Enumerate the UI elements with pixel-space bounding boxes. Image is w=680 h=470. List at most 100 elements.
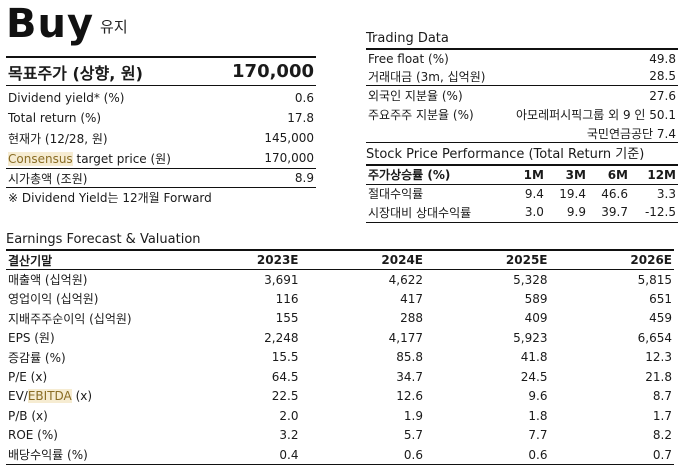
performance-cell: 절대수익률 bbox=[368, 187, 424, 202]
trading-value: 49.8 bbox=[649, 51, 676, 66]
earnings-cell: 459 bbox=[649, 311, 672, 326]
earnings-cell: 34.7 bbox=[396, 369, 423, 384]
trading-value: 아모레퍼시픽그룹 외 9 인 50.1 bbox=[515, 108, 676, 122]
earnings-cell: 0.6 bbox=[528, 447, 548, 462]
earnings-row-label: EV/EBITDA (x) bbox=[6, 387, 176, 407]
performance-cell: 39.7 bbox=[601, 205, 628, 220]
performance-table: 주가상승률 (%) 1M 3M 6M 12M 절대수익률 9.4 19.4 46… bbox=[366, 164, 678, 223]
rating-block: Buy 유지 bbox=[6, 2, 128, 46]
performance-cell: 3.3 bbox=[656, 186, 676, 201]
earnings-cell: 589 bbox=[524, 291, 548, 306]
earnings-row: EV/EBITDA (x) 22.5 12.6 9.6 8.7 bbox=[6, 387, 674, 407]
metric-value: 145,000 bbox=[264, 131, 314, 145]
performance-header: 3M bbox=[565, 167, 586, 182]
metric-label: 시가총액 (조원) bbox=[8, 171, 88, 186]
earnings-cell: 1.8 bbox=[528, 408, 548, 423]
earnings-cell: 417 bbox=[400, 291, 423, 306]
earnings-cell: 409 bbox=[524, 311, 548, 326]
metric-row-market-cap: 시가총액 (조원) 8.9 bbox=[6, 168, 316, 188]
trading-row: 주요주주 지분율 (%) 아모레퍼시픽그룹 외 9 인 50.1 bbox=[366, 105, 678, 124]
earnings-cell: 22.5 bbox=[271, 389, 299, 404]
trading-label: 거래대금 (3m, 십억원) bbox=[368, 69, 486, 84]
earnings-header: 결산기말 bbox=[8, 253, 53, 268]
trading-row: Free float (%) 49.8 bbox=[366, 48, 678, 67]
trading-label: Free float (%) bbox=[368, 51, 449, 66]
metric-row-consensus: Consensus target price (원) 170,000 bbox=[6, 148, 316, 168]
earnings-row: 매출액 (십억원) 3,691 4,622 5,328 5,815 bbox=[6, 270, 674, 290]
metric-value: 17.8 bbox=[287, 111, 314, 125]
performance-cell: 9.4 bbox=[524, 186, 544, 201]
performance-cell: 19.4 bbox=[559, 186, 586, 201]
earnings-cell: 155 bbox=[275, 311, 299, 326]
metric-value: 8.9 bbox=[294, 171, 314, 185]
earnings-cell: 5,923 bbox=[513, 330, 548, 345]
dividend-note: ※ Dividend Yield는 12개월 Forward bbox=[8, 191, 212, 205]
earnings-cell: 4,622 bbox=[388, 272, 423, 287]
earnings-cell: 5.7 bbox=[403, 428, 423, 443]
performance-row: 절대수익률 9.4 19.4 46.6 3.3 bbox=[366, 184, 678, 203]
earnings-cell: 1.7 bbox=[652, 408, 672, 423]
earnings-header: 2026E bbox=[630, 253, 672, 267]
earnings-cell: 21.8 bbox=[645, 369, 672, 384]
performance-header: 12M bbox=[647, 167, 676, 182]
target-price-row: 목표주가 (상향, 원) 170,000 bbox=[6, 56, 316, 86]
performance-cell: 시장대비 상대수익률 bbox=[368, 205, 472, 220]
metric-row-current-price: 현재가 (12/28, 원) 145,000 bbox=[6, 128, 316, 148]
earnings-cell: 5,815 bbox=[637, 272, 672, 287]
earnings-row-label: 증감률 (%) bbox=[8, 350, 66, 365]
performance-cell: 9.9 bbox=[566, 205, 586, 220]
performance-cell: 3.0 bbox=[524, 205, 544, 220]
target-price-label: 목표주가 (상향, 원) bbox=[8, 63, 143, 83]
metric-label: 현재가 (12/28, 원) bbox=[8, 131, 108, 146]
earnings-header: 2025E bbox=[505, 253, 548, 267]
trading-label: 외국인 지분율 (%) bbox=[368, 89, 463, 103]
earnings-cell: 3.2 bbox=[279, 428, 299, 443]
earnings-row-label: EPS (원) bbox=[8, 331, 55, 346]
performance-header: 주가상승률 (%) bbox=[368, 168, 451, 183]
earnings-cell: 3,691 bbox=[264, 272, 299, 287]
earnings-cell: 5,328 bbox=[513, 272, 548, 287]
earnings-cell: 64.5 bbox=[271, 369, 299, 384]
earnings-cell: 4,177 bbox=[388, 330, 423, 345]
earnings-header: 2023E bbox=[256, 253, 299, 267]
performance-title: Stock Price Performance (Total Return 기준… bbox=[366, 147, 645, 162]
trading-value: 28.5 bbox=[649, 69, 676, 83]
earnings-cell: 116 bbox=[275, 291, 299, 306]
metric-row-total-return: Total return (%) 17.8 bbox=[6, 108, 316, 128]
earnings-row: 영업이익 (십억원) 116 417 589 651 bbox=[6, 289, 674, 309]
metric-label: Consensus target price (원) bbox=[8, 150, 171, 167]
earnings-cell: 41.8 bbox=[520, 350, 548, 365]
trading-value: 국민연금공단 7.4 bbox=[586, 126, 676, 141]
earnings-cell: 15.5 bbox=[271, 350, 299, 365]
earnings-panel: Earnings Forecast & Valuation 결산기말 2023E… bbox=[6, 231, 674, 465]
earnings-table: 결산기말 2023E 2024E 2025E 2026E 매출액 (십억원) 3,… bbox=[6, 249, 674, 465]
earnings-cell: 288 bbox=[400, 311, 423, 326]
earnings-cell: 6,654 bbox=[637, 330, 672, 345]
earnings-row-label: ROE (%) bbox=[8, 428, 58, 443]
trading-value: 27.6 bbox=[649, 88, 676, 103]
metric-label: Total return (%) bbox=[8, 111, 102, 125]
earnings-cell: 24.5 bbox=[520, 369, 548, 384]
earnings-cell: 0.6 bbox=[403, 447, 423, 462]
performance-cell: -12.5 bbox=[644, 205, 676, 220]
earnings-cell: 8.2 bbox=[652, 428, 672, 443]
metric-value: 0.6 bbox=[294, 91, 314, 105]
consensus-label-rest: target price (원) bbox=[72, 151, 171, 166]
earnings-row-label: P/B (x) bbox=[8, 408, 48, 423]
earnings-cell: 651 bbox=[649, 291, 672, 306]
performance-row: 시장대비 상대수익률 3.0 9.9 39.7 -12.5 bbox=[366, 203, 678, 222]
earnings-cell: 12.6 bbox=[396, 389, 423, 404]
trading-row: 외국인 지분율 (%) 27.6 bbox=[366, 86, 678, 105]
earnings-row: ROE (%) 3.2 5.7 7.7 8.2 bbox=[6, 426, 674, 446]
earnings-cell: 0.7 bbox=[652, 447, 672, 462]
trading-title: Trading Data bbox=[366, 31, 449, 46]
earnings-cell: 2.0 bbox=[279, 408, 299, 423]
metric-row-dividend-yield: Dividend yield* (%) 0.6 bbox=[6, 88, 316, 108]
earnings-row: 지배주주순이익 (십억원) 155 288 409 459 bbox=[6, 309, 674, 329]
earnings-cell: 8.7 bbox=[652, 389, 672, 404]
earnings-row-label: 지배주주순이익 (십억원) bbox=[8, 311, 132, 326]
earnings-cell: 12.3 bbox=[645, 350, 672, 365]
metric-label: Dividend yield* (%) bbox=[8, 91, 125, 105]
earnings-cell: 2,248 bbox=[264, 330, 299, 345]
earnings-cell: 0.4 bbox=[279, 447, 299, 462]
